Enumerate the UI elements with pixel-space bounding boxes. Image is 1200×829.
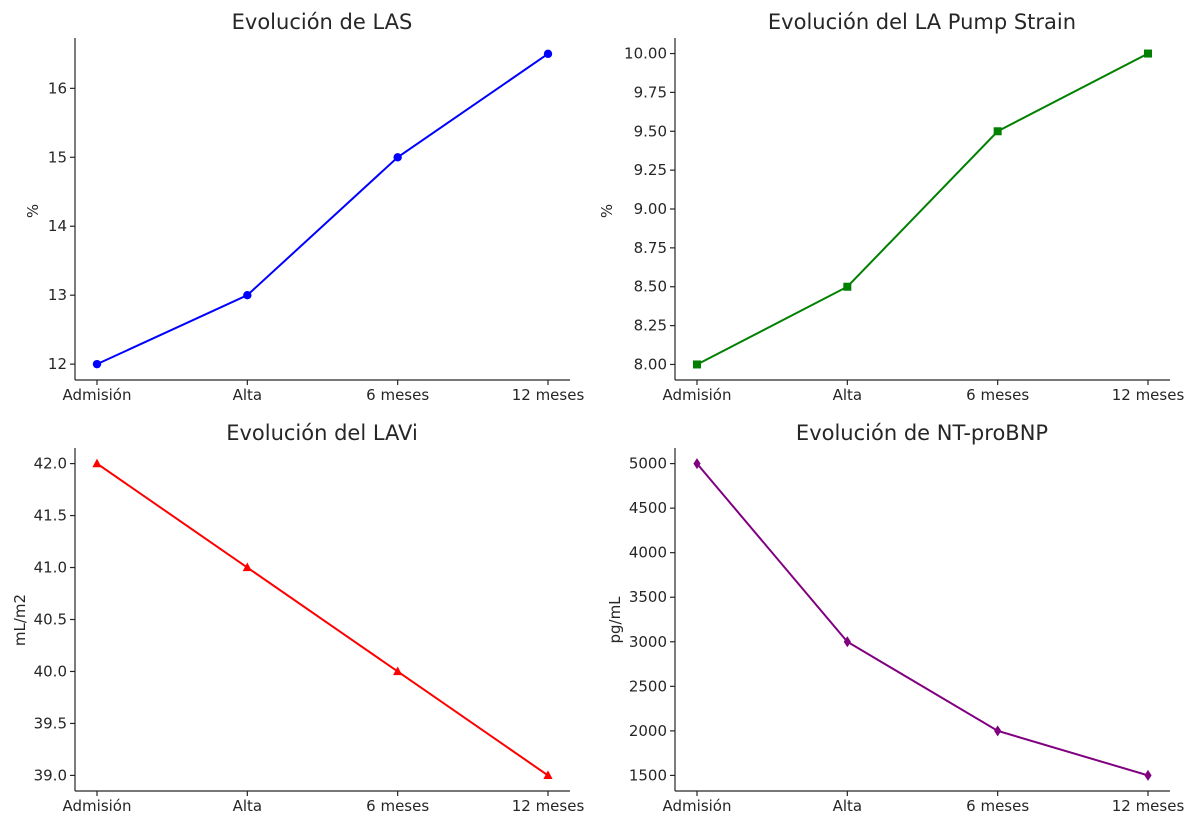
y-tick-label: 39.0 <box>34 766 67 784</box>
x-tick-label: 6 meses <box>366 386 429 404</box>
y-axis-label: mL/m2 <box>11 594 29 646</box>
data-point <box>243 290 252 300</box>
y-tick-label: 15 <box>48 148 67 166</box>
chart-la-pump-strain: Evolución del LA Pump Strain % 8.00 8.25 8… <box>598 10 1184 404</box>
x-tick-label: 12 meses <box>1112 386 1185 404</box>
y-tick-label: 3000 <box>629 633 667 651</box>
y-tick-label: 1500 <box>629 766 667 784</box>
data-point <box>1144 49 1152 58</box>
series-line <box>696 52 1149 366</box>
x-tick-label: 12 meses <box>512 797 585 815</box>
y-tick-label: 8.50 <box>634 278 667 296</box>
x-tick-label: 6 meses <box>966 386 1029 404</box>
data-point <box>393 666 403 676</box>
x-tick-label: Admisión <box>663 386 732 404</box>
chart-title: Evolución de NT-proBNP <box>796 421 1048 445</box>
y-axis-label: pg/mL <box>606 596 624 644</box>
y-tick-label: 41.5 <box>34 507 67 525</box>
chart-lavi: Evolución del LAVi mL/m2 39.0 39.5 40.0 40.… <box>11 421 584 815</box>
y-axis-label: % <box>598 204 616 218</box>
y-tick-label: 14 <box>48 217 67 235</box>
y-tick-label: 9.75 <box>634 83 667 101</box>
data-point <box>242 562 252 572</box>
x-tick-label: Alta <box>833 797 863 815</box>
y-tick-label: 8.75 <box>634 239 667 257</box>
y-tick-label: 2000 <box>629 722 667 740</box>
data-point <box>843 636 851 648</box>
y-tick-label: 39.5 <box>34 714 67 732</box>
data-point <box>993 127 1002 136</box>
y-tick-label: 3500 <box>629 588 667 606</box>
y-tick-label: 2500 <box>629 677 667 695</box>
data-point <box>393 153 402 162</box>
series-line <box>696 462 1149 777</box>
series-line <box>96 53 549 366</box>
y-tick-label: 4500 <box>629 499 667 517</box>
y-tick-label: 42.0 <box>34 455 67 473</box>
y-tick-label: 16 <box>48 79 67 97</box>
x-tick-label: 12 meses <box>512 386 585 404</box>
data-point <box>92 359 102 369</box>
y-tick-label: 40.5 <box>34 611 67 629</box>
y-tick-label: 12 <box>48 355 67 373</box>
y-tick-label: 41.0 <box>34 559 67 577</box>
x-tick-label: Admisión <box>63 386 132 404</box>
chart-title: Evolución del LA Pump Strain <box>768 10 1076 34</box>
data-point <box>543 770 553 780</box>
x-tick-label: 12 meses <box>1112 797 1185 815</box>
y-tick-label: 13 <box>48 286 67 304</box>
y-tick-label: 8.25 <box>634 317 667 335</box>
y-tick-label: 4000 <box>629 544 667 562</box>
x-tick-label: 6 meses <box>366 797 429 815</box>
x-tick-label: Admisión <box>63 797 132 815</box>
y-tick-label: 8.00 <box>634 355 667 373</box>
y-tick-label: 9.25 <box>634 161 667 179</box>
chart-las: Evolución de LAS % 12 13 14 15 16 Admisión Alt… <box>24 10 584 404</box>
y-tick-label: 9.50 <box>634 122 667 140</box>
data-point <box>92 458 102 468</box>
y-tick-label: 9.00 <box>634 200 667 218</box>
y-tick-label: 40.0 <box>34 662 67 680</box>
chart-title: Evolución de LAS <box>232 10 413 34</box>
data-point <box>693 458 701 470</box>
x-tick-label: Admisión <box>663 797 732 815</box>
y-tick-label: 5000 <box>629 455 667 473</box>
x-tick-label: Alta <box>233 386 263 404</box>
x-tick-label: Alta <box>833 386 863 404</box>
data-point <box>994 725 1002 737</box>
y-axis-label: % <box>24 204 42 218</box>
data-point <box>693 360 701 369</box>
y-tick-label: 10.00 <box>624 45 667 63</box>
data-point <box>1144 769 1152 781</box>
series-line <box>96 462 549 777</box>
data-point <box>843 282 852 291</box>
x-tick-label: Alta <box>233 797 263 815</box>
chart-nt-probnp: Evolución de NT-proBNP pg/mL 1500 2000 250… <box>606 421 1184 815</box>
data-point <box>543 49 553 59</box>
x-tick-label: 6 meses <box>966 797 1029 815</box>
chart-title: Evolución del LAVi <box>226 421 418 445</box>
